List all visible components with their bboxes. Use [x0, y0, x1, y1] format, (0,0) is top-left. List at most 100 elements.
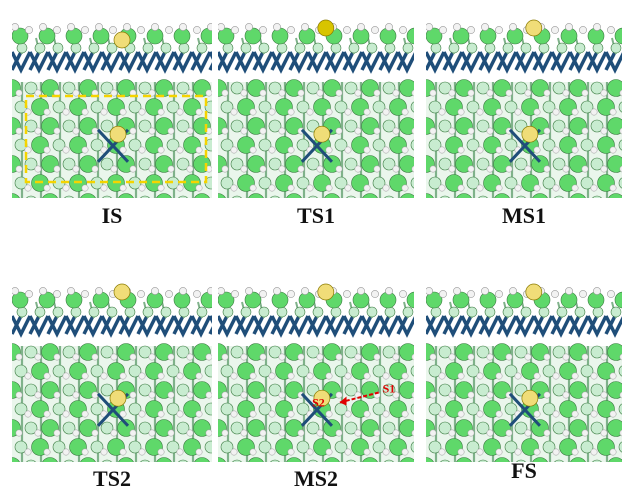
atom [90, 138, 104, 152]
atom [384, 306, 396, 318]
hydrogen-atom [62, 146, 70, 154]
atom [34, 306, 46, 318]
atom [466, 100, 480, 114]
atom [178, 459, 188, 462]
hydrogen-atom [600, 429, 608, 437]
atom [382, 421, 396, 435]
atom [506, 27, 524, 45]
hydrogen-atom [609, 372, 617, 380]
atom [100, 421, 114, 435]
atom [516, 459, 526, 462]
hydrogen-atom [514, 184, 522, 192]
atom [296, 364, 310, 378]
atom [324, 193, 340, 198]
hydrogen-atom [448, 353, 456, 361]
hydrogen-atom [505, 89, 513, 97]
hydrogen-atom [382, 108, 390, 116]
atom [399, 117, 414, 135]
atom [430, 42, 442, 54]
hydrogen-atom [53, 26, 61, 34]
hydrogen-atom [392, 353, 400, 361]
atom [218, 193, 226, 198]
hydrogen-atom [129, 353, 137, 361]
hydrogen-atom [218, 23, 225, 31]
hydrogen-atom [306, 108, 314, 116]
hydrogen-atom [581, 429, 589, 437]
atom [100, 119, 114, 133]
sulfur-atom [317, 283, 335, 301]
hydrogen-atom [207, 287, 212, 295]
hydrogen-atom [438, 184, 446, 192]
atom [90, 364, 104, 378]
atom [166, 402, 180, 416]
hydrogen-atom [552, 372, 560, 380]
hydrogen-atom [34, 429, 42, 437]
atom [438, 383, 452, 397]
hydrogen-atom [186, 353, 194, 361]
atom [580, 402, 594, 416]
hydrogen-atom [509, 287, 517, 295]
hydrogen-atom [287, 290, 295, 298]
hydrogen-atom [81, 26, 89, 34]
atom [504, 100, 518, 114]
hydrogen-atom [176, 410, 184, 418]
atom [476, 345, 490, 359]
hydrogen-atom [343, 290, 351, 298]
hydrogen-atom [53, 127, 61, 135]
hydrogen-atom [249, 410, 257, 418]
hydrogen-atom [533, 108, 541, 116]
atom [344, 383, 358, 397]
hydrogen-atom [533, 184, 541, 192]
atom [294, 42, 306, 54]
atom [296, 440, 310, 454]
hydrogen-atom [344, 146, 352, 154]
atom [178, 306, 190, 318]
atom [402, 306, 414, 318]
hydrogen-atom [600, 353, 608, 361]
atom [176, 157, 190, 171]
hydrogen-atom [438, 146, 446, 154]
hydrogen-atom [230, 146, 238, 154]
atom [366, 306, 378, 318]
hydrogen-atom [167, 353, 175, 361]
atom [52, 440, 66, 454]
side-view [12, 283, 212, 338]
sulfur-atom [113, 31, 131, 49]
atom [248, 457, 264, 462]
atom [70, 42, 82, 54]
atom [194, 457, 210, 462]
hydrogen-atom [249, 372, 257, 380]
hydrogen-atom [373, 353, 381, 361]
hydrogen-atom [619, 391, 622, 399]
hydrogen-atom [600, 89, 608, 97]
atom [88, 42, 100, 54]
hydrogen-atom [552, 448, 560, 456]
atom [592, 459, 602, 462]
atom [574, 306, 586, 318]
atom [607, 79, 622, 97]
atom [42, 193, 58, 198]
atom [514, 157, 528, 171]
hydrogen-atom [354, 429, 362, 437]
hydrogen-atom [72, 353, 80, 361]
hydrogen-atom [195, 108, 203, 116]
hydrogen-atom [119, 372, 127, 380]
hydrogen-atom [24, 448, 32, 456]
atom [90, 440, 104, 454]
atom [176, 81, 190, 95]
atom [244, 291, 262, 309]
top-view [426, 343, 622, 462]
atom [384, 195, 394, 198]
side-view [426, 19, 622, 74]
hydrogen-atom [205, 391, 212, 399]
hydrogen-atom [457, 410, 465, 418]
hydrogen-atom [249, 146, 257, 154]
atom [24, 383, 38, 397]
hydrogen-atom [426, 287, 433, 295]
hydrogen-atom [514, 108, 522, 116]
hydrogen-atom [357, 23, 365, 31]
hydrogen-atom [259, 353, 267, 361]
atom [590, 345, 604, 359]
atom [334, 138, 348, 152]
atom [574, 42, 586, 54]
